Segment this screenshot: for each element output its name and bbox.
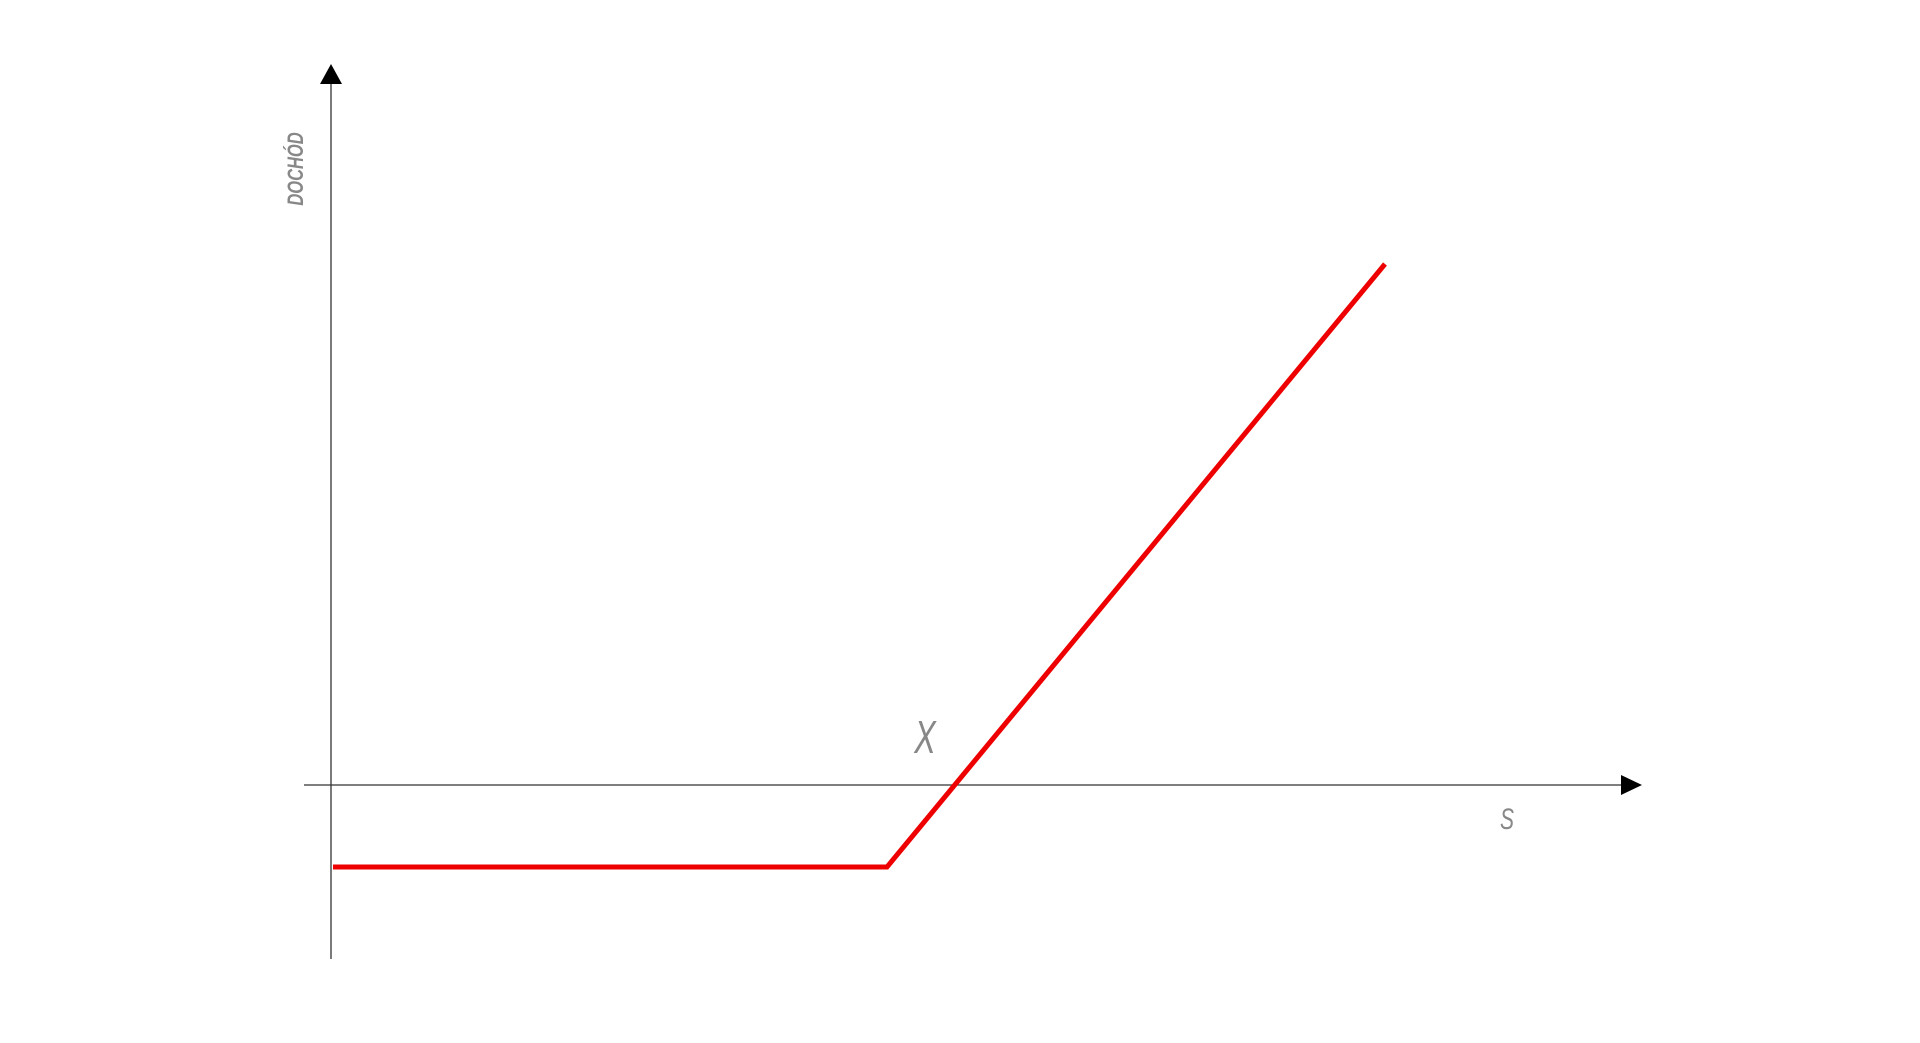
y-axis-label: DOCHÓD: [282, 132, 309, 205]
x-axis-arrow: [1621, 775, 1642, 795]
x-axis-label: S: [1500, 804, 1514, 836]
strike-label: X: [913, 712, 937, 763]
payoff-line: [333, 262, 1387, 870]
y-axis-arrow: [320, 64, 342, 84]
